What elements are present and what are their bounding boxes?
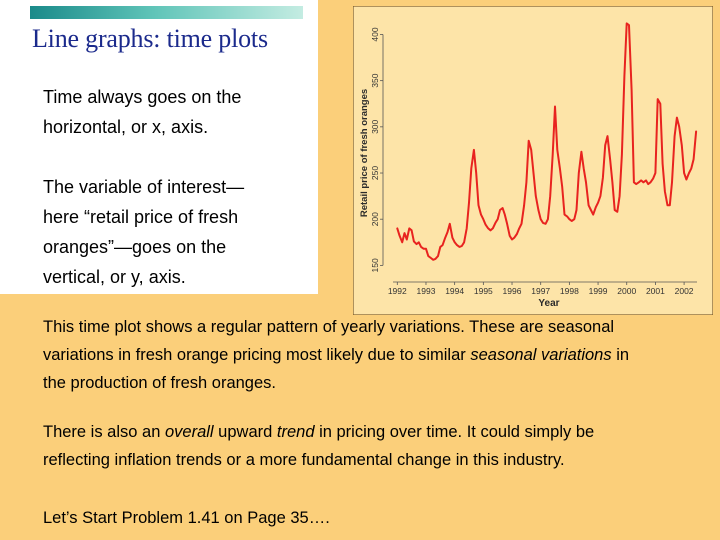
- x-tick-label: 2000: [617, 286, 636, 296]
- y-axis-label: Retail price of fresh oranges: [359, 89, 370, 217]
- paragraph-seasonal: This time plot shows a regular pattern o…: [43, 313, 715, 397]
- bullet-variable-axis-line-1: The variable of interest—: [43, 177, 245, 197]
- paragraph-seasonal-line-3: the production of fresh oranges.: [43, 374, 276, 392]
- y-tick-label: 300: [370, 119, 380, 133]
- paragraph-seasonal-line-2a: variations in fresh orange pricing most …: [43, 346, 471, 364]
- time-plot-svg: 150 200 250 300 350 400 1992 1993 1994 1995 1996 19…: [353, 6, 713, 315]
- axis-ticks: 150 200 250 300 350 400 1992 1993 1994 1995 1996 19…: [370, 27, 697, 296]
- slide-title: Line graphs: time plots: [32, 24, 268, 53]
- bullet-variable-axis-line-3: oranges”—goes on the: [43, 237, 227, 257]
- time-plot-chart: 150 200 250 300 350 400 1992 1993 1994 1995 1996 19…: [353, 6, 713, 315]
- y-tick-label: 350: [370, 73, 380, 87]
- bullet-time-axis-line-1: Time always goes on the: [43, 87, 242, 107]
- paragraph-trend-line-2: reflecting inflation trends or a more fu…: [43, 451, 565, 469]
- x-axis-label: Year: [538, 298, 559, 309]
- x-tick-label: 1998: [560, 286, 579, 296]
- x-tick-label: 1997: [531, 286, 550, 296]
- x-tick-label: 1999: [589, 286, 608, 296]
- y-tick-label: 200: [370, 212, 380, 226]
- x-tick-label: 1992: [388, 286, 407, 296]
- trend-emphasis: trend: [276, 423, 315, 441]
- paragraph-seasonal-line-2b: in: [611, 346, 630, 364]
- x-tick-label: 1996: [503, 286, 522, 296]
- x-tick-label: 1995: [474, 286, 493, 296]
- x-tick-label: 1993: [417, 286, 436, 296]
- paragraph-seasonal-line-1: This time plot shows a regular pattern o…: [43, 318, 615, 336]
- bullet-variable-axis-line-2: here “retail price of fresh: [43, 207, 239, 227]
- y-tick-label: 150: [370, 258, 380, 272]
- x-tick-label: 2001: [646, 286, 665, 296]
- paragraph-trend-line-1b: upward: [213, 423, 277, 441]
- problem-link-text: Let’s Start Problem 1.41 on Page 35….: [43, 509, 330, 527]
- bullet-variable-axis: The variable of interest— here “retail p…: [43, 172, 244, 292]
- y-tick-label: 250: [370, 166, 380, 180]
- y-tick-label: 400: [370, 27, 380, 41]
- title-accent-bar: [30, 6, 303, 19]
- paragraph-trend: There is also an overall upward trend in…: [43, 418, 715, 474]
- series-line-0: [396, 22, 698, 261]
- x-tick-label: 2002: [675, 286, 694, 296]
- overall-emphasis: overall: [164, 423, 214, 441]
- paragraph-trend-line-1a: There is also an: [43, 423, 165, 441]
- seasonal-variations-emphasis: seasonal variations: [470, 346, 612, 364]
- bullet-time-axis: Time always goes on the horizontal, or x…: [43, 82, 241, 142]
- series-layer: [396, 22, 698, 261]
- bullet-time-axis-line-2: horizontal, or x, axis.: [43, 117, 209, 137]
- paragraph-trend-line-1c: in pricing over time. It could simply be: [314, 423, 595, 441]
- text-panel: Line graphs: time plots Time always goes…: [0, 0, 318, 294]
- x-tick-label: 1994: [445, 286, 464, 296]
- bullet-variable-axis-line-4: vertical, or y, axis.: [43, 267, 186, 287]
